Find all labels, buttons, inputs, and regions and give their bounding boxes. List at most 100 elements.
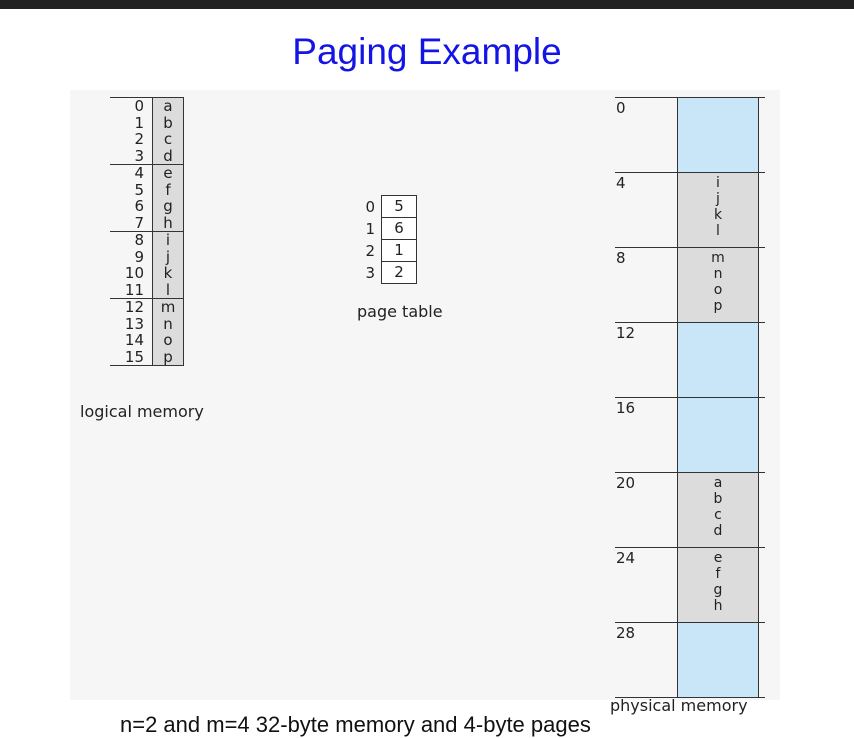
page-number: 2 (365, 242, 375, 260)
logical-address: 3 (134, 146, 144, 165)
frame-separator (615, 697, 765, 698)
physical-byte: o (713, 282, 723, 298)
logical-address: 4 (110, 164, 153, 182)
logical-address: 14 (124, 331, 144, 350)
logical-address: 2 (134, 130, 144, 149)
page-number: 0 (365, 198, 375, 216)
logical-byte: m (152, 298, 184, 316)
page-table-caption: page table (357, 302, 443, 321)
physical-byte: l (716, 223, 720, 239)
logical-memory-row: 13 n (110, 315, 184, 332)
logical-byte: l (152, 281, 184, 299)
logical-address: 10 (124, 264, 144, 283)
logical-byte: c (152, 131, 184, 148)
frame-address: 4 (616, 174, 626, 192)
frame-separator (615, 397, 765, 398)
page-number: 1 (365, 220, 375, 238)
frame-address: 20 (616, 474, 636, 492)
physical-frame: 20 a b c d (610, 472, 770, 547)
frame-address: 16 (616, 399, 636, 417)
logical-byte: n (152, 315, 184, 332)
physical-frame: 0 (610, 97, 770, 172)
physical-frame: 24 e f g h (610, 547, 770, 622)
logical-memory-row: 15 p (110, 348, 184, 366)
frame-separator (615, 622, 765, 623)
frame-separator (615, 472, 765, 473)
physical-frame: 28 (610, 622, 770, 697)
logical-byte: o (152, 332, 184, 349)
diagram-background (70, 90, 780, 700)
logical-memory-caption: logical memory (80, 402, 204, 421)
logical-byte: e (152, 164, 184, 182)
physical-byte: i (716, 175, 720, 191)
frame-separator (615, 247, 765, 248)
frame-number: 5 (381, 195, 417, 218)
frame-address: 28 (616, 624, 636, 642)
physical-memory-caption: physical memory (610, 696, 748, 715)
logical-byte: p (152, 348, 184, 366)
physical-byte: k (713, 207, 723, 223)
physical-byte: h (713, 598, 723, 614)
logical-byte: k (152, 265, 184, 282)
physical-byte: m (711, 250, 725, 266)
logical-memory: 0 a 1 b 2 c 3 d 4 e 5 f 6 g 7 h 8 i 9 j 10 k 11 l 12 m 13 n 14 o 15 p (110, 97, 184, 366)
logical-memory-row: 12 m (110, 298, 184, 316)
logical-byte: a (152, 97, 184, 115)
frame-contents (677, 622, 759, 697)
logical-address: 5 (134, 180, 144, 199)
page-number: 3 (365, 264, 375, 282)
physical-byte: n (713, 266, 723, 282)
logical-address: 12 (110, 298, 153, 316)
physical-byte: c (714, 507, 722, 523)
frame-separator (615, 547, 765, 548)
physical-byte: d (713, 523, 723, 539)
logical-address: 15 (110, 348, 153, 366)
frame-contents (677, 322, 759, 397)
frame-contents (677, 397, 759, 472)
logical-byte: d (152, 147, 184, 165)
logical-address: 11 (124, 280, 144, 299)
physical-byte: e (713, 550, 723, 566)
frame-address: 24 (616, 549, 636, 567)
physical-byte: f (715, 566, 721, 582)
frame-number: 6 (381, 217, 417, 240)
logical-byte: g (152, 198, 184, 215)
frame-separator (615, 97, 765, 98)
frame-contents (677, 97, 759, 172)
logical-byte: j (152, 248, 184, 265)
frame-separator (615, 322, 765, 323)
logical-address: 1 (134, 113, 144, 132)
logical-memory-row: 11 l (110, 280, 184, 299)
frame-number: 2 (381, 261, 417, 284)
logical-address: 6 (134, 197, 144, 216)
frame-separator (615, 172, 765, 173)
logical-address: 8 (110, 231, 153, 249)
slide-title: Paging Example (292, 31, 562, 72)
logical-memory-row: 10 k (110, 265, 184, 282)
frame-address: 8 (616, 249, 626, 267)
physical-byte: g (713, 582, 723, 598)
logical-byte: b (152, 114, 184, 131)
logical-address: 0 (110, 97, 153, 115)
physical-frame: 16 (610, 397, 770, 472)
logical-address: 7 (134, 213, 144, 232)
logical-byte: i (152, 231, 184, 249)
